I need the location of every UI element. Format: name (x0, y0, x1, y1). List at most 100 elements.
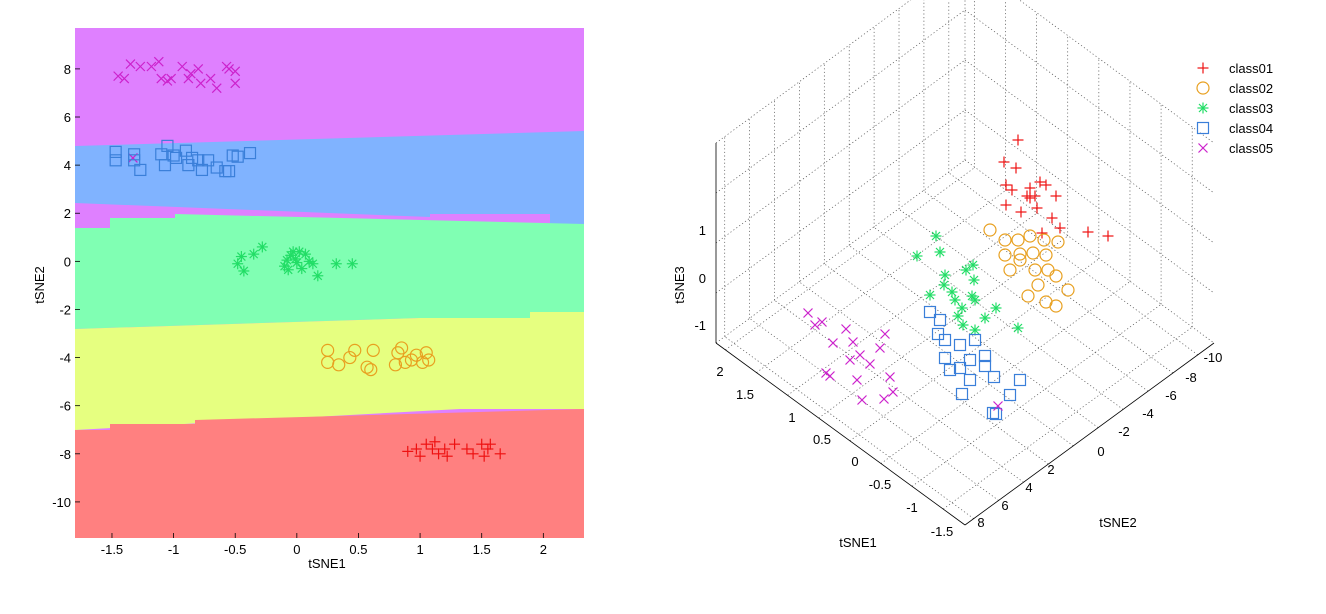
legend-item-class01: class01 (1197, 61, 1273, 76)
point-class04 (210, 161, 223, 174)
point-class05 (230, 78, 241, 89)
point-class02 (343, 350, 357, 365)
series-class01 (998, 134, 1114, 242)
point-class04 (978, 349, 992, 363)
floor-grid-line (943, 326, 1193, 510)
right-y-tick-label: -6 (1165, 388, 1177, 403)
point-class02 (332, 358, 346, 372)
right-y-axis-label: tSNE2 (1099, 515, 1137, 530)
point-class04 (963, 353, 977, 367)
point-class04 (202, 154, 215, 167)
left-y-tick-label: -4 (59, 351, 71, 366)
point-class05 (852, 375, 862, 385)
series-class02 (983, 223, 1075, 313)
left-x-tick-label: -1.5 (101, 542, 123, 557)
point-class04 (185, 151, 199, 165)
floor-grid-line (774, 299, 1024, 483)
point-class05 (113, 71, 124, 82)
legend-label: class04 (1229, 121, 1273, 136)
point-class01 (478, 450, 490, 462)
legend-label: class03 (1229, 101, 1273, 116)
wall-grid-line (1018, 0, 1215, 144)
left-x-tick-label: 2 (540, 542, 547, 557)
point-class01 (1029, 190, 1041, 202)
point-class01 (449, 438, 461, 450)
left-y-tick-label: 6 (64, 110, 71, 125)
left-x-tick-label: 1 (416, 542, 423, 557)
point-class01 (461, 443, 473, 455)
point-class05 (841, 324, 851, 334)
point-class01 (1010, 162, 1022, 174)
point-class01 (433, 448, 445, 460)
right-chart: 21.510.50-0.5-1-1.586420-2-4-6-8-1010-1 … (672, 0, 1273, 550)
series-class05 (803, 308, 1003, 411)
floor-grid-line (849, 258, 1100, 442)
floor-grid-line (787, 213, 1037, 396)
point-class04 (989, 407, 1003, 421)
floor-grid-line (725, 167, 975, 351)
point-class02 (391, 346, 405, 360)
point-class01 (1050, 190, 1062, 202)
point-class03 (256, 241, 268, 253)
point-class04 (128, 154, 141, 167)
point-class03 (979, 312, 991, 324)
point-class03 (949, 294, 961, 306)
point-class04 (195, 163, 209, 177)
point-class01 (414, 450, 426, 462)
point-class03 (281, 254, 293, 266)
point-class03 (232, 258, 244, 270)
point-class02 (364, 363, 378, 377)
point-class01 (426, 443, 438, 455)
point-class03 (299, 248, 311, 260)
wall-grid-line (715, 109, 966, 294)
left-x-tick-label: 0.5 (349, 542, 367, 557)
legend-item-class02: class02 (1196, 81, 1273, 96)
point-class05 (211, 83, 222, 94)
floor-grid-line (724, 336, 974, 519)
point-class04 (923, 305, 937, 319)
point-class05 (125, 59, 136, 70)
right-y-tick-label: -8 (1185, 370, 1197, 385)
point-class05 (817, 317, 827, 327)
point-class05 (888, 387, 898, 397)
floor-grid-line (923, 190, 1174, 374)
point-class03 (960, 264, 972, 276)
point-class03 (966, 290, 978, 302)
point-class01 (441, 450, 453, 462)
left-y-axis-label: tSNE2 (32, 266, 47, 304)
floor-grid-line (824, 263, 1074, 447)
point-class04 (968, 333, 982, 347)
point-class05 (195, 78, 206, 89)
point-class03 (924, 289, 936, 301)
legend-item-class03: class03 (1197, 101, 1273, 116)
point-class02 (1051, 235, 1065, 249)
point-class01 (420, 438, 432, 450)
right-y-tick-label: -10 (1204, 350, 1223, 365)
point-class02 (348, 343, 362, 357)
wall-grid-line (964, 59, 1215, 244)
right-x-tick-label: -1 (906, 500, 918, 515)
point-class04 (953, 361, 967, 375)
point-class03 (248, 248, 260, 260)
point-class03 (296, 263, 308, 275)
point-class05 (845, 355, 855, 365)
point-class05 (857, 395, 867, 405)
point-class03 (1012, 322, 1024, 334)
point-class05 (875, 343, 885, 353)
point-class03 (939, 269, 951, 281)
point-class04 (987, 370, 1001, 384)
point-class03 (238, 265, 250, 277)
left-y-tick-label: 8 (64, 62, 71, 77)
floor-grid-line (799, 281, 1049, 465)
region-class02 (75, 312, 584, 430)
legend-label: class05 (1229, 141, 1273, 156)
left-x-tick-label: -1 (168, 542, 180, 557)
point-class01 (494, 448, 506, 460)
point-class04 (109, 145, 122, 158)
point-class05 (230, 66, 241, 77)
box-edge (964, 159, 1215, 344)
floor-grid-line (849, 245, 1099, 428)
point-class02 (1023, 229, 1037, 243)
right-x-tick-label: 0 (851, 454, 858, 469)
